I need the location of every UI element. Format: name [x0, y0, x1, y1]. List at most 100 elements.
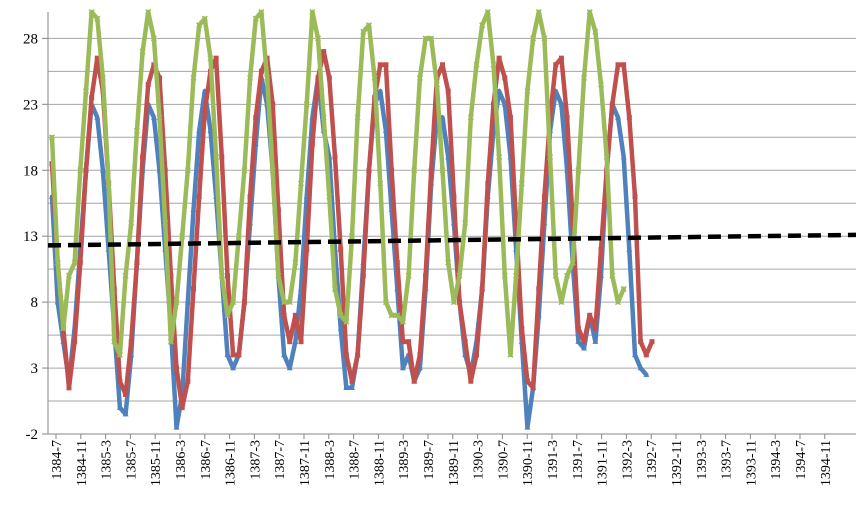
data-point	[117, 378, 123, 384]
data-point	[348, 233, 356, 240]
data-point	[304, 246, 310, 252]
y-tick-label: 28	[23, 31, 38, 47]
data-point	[343, 352, 349, 358]
x-tick-label: 1391-3	[546, 440, 561, 480]
data-point	[479, 286, 485, 292]
data-point	[224, 351, 231, 358]
data-point	[331, 285, 339, 292]
data-point	[530, 385, 536, 391]
data-point	[569, 259, 576, 266]
x-tick-label: 1389-7	[422, 440, 437, 480]
data-point	[247, 194, 253, 200]
data-point	[88, 8, 95, 16]
data-point	[399, 365, 406, 371]
data-point	[122, 411, 129, 417]
data-point	[496, 88, 503, 94]
data-point	[440, 62, 446, 68]
data-point	[337, 325, 344, 331]
x-tick-label: 1390-3	[472, 440, 487, 480]
data-point	[116, 351, 123, 358]
data-point	[343, 318, 350, 325]
data-point	[535, 8, 542, 16]
data-point	[230, 352, 236, 358]
data-point	[467, 114, 474, 121]
x-tick-label: 1394-3	[769, 440, 784, 480]
data-point	[224, 312, 231, 319]
data-point	[558, 299, 565, 306]
data-point	[230, 365, 237, 371]
data-point	[581, 74, 588, 81]
data-point	[411, 167, 418, 174]
data-point	[128, 339, 134, 345]
data-point	[213, 154, 220, 161]
data-point	[191, 286, 196, 292]
data-point	[422, 35, 429, 42]
data-point	[298, 180, 305, 187]
data-point	[592, 28, 599, 35]
data-point	[417, 352, 423, 358]
data-point	[558, 55, 564, 61]
data-point	[575, 326, 581, 331]
data-point	[524, 378, 530, 384]
data-point	[275, 207, 281, 213]
x-tick-label: 1390-11	[521, 440, 536, 486]
data-point	[524, 88, 531, 95]
x-tick-label: 1388-11	[372, 440, 387, 486]
data-point	[423, 273, 429, 279]
data-point	[632, 194, 638, 200]
data-point	[179, 233, 186, 240]
data-point	[71, 259, 78, 266]
data-point	[484, 8, 491, 16]
data-point	[162, 219, 169, 227]
data-point	[133, 127, 140, 134]
data-point	[524, 424, 531, 430]
data-point	[553, 62, 559, 68]
data-point	[173, 424, 180, 430]
data-point	[457, 299, 463, 305]
data-point	[518, 180, 525, 187]
data-point	[507, 351, 514, 358]
data-point	[570, 220, 576, 226]
data-point	[456, 272, 463, 279]
x-tick-label: 1393-3	[695, 440, 710, 480]
data-point	[587, 312, 593, 318]
y-axis-ticks: -2 3 8 13 18 23 28	[23, 12, 49, 443]
data-point	[190, 206, 197, 213]
data-point	[184, 167, 191, 174]
data-point	[626, 246, 633, 252]
x-axis-ticks: 1384-7 1384-11 1385-3 1385-7 1385-11 1386-3 13…	[48, 433, 856, 486]
x-tick-label: 1385-3	[100, 440, 115, 480]
data-point	[348, 384, 355, 391]
data-point	[366, 167, 372, 173]
data-point	[184, 299, 191, 305]
data-point	[513, 220, 519, 226]
data-point	[174, 365, 180, 371]
x-tick-label: 1394-7	[794, 440, 809, 480]
data-point	[406, 339, 412, 345]
data-point	[309, 8, 316, 16]
data-point	[105, 180, 112, 187]
data-point	[445, 88, 451, 94]
data-point	[320, 114, 327, 121]
data-point	[48, 134, 56, 141]
data-point	[450, 299, 457, 306]
data-point	[643, 352, 649, 358]
data-point	[411, 378, 417, 384]
data-point	[468, 378, 474, 384]
data-point	[474, 352, 479, 358]
data-point	[473, 61, 480, 68]
data-point	[462, 339, 468, 345]
data-point	[173, 299, 180, 306]
x-tick-label: 1392-7	[645, 440, 660, 480]
x-tick-label: 1388-3	[323, 440, 338, 480]
x-tick-label: 1393-7	[720, 440, 735, 480]
data-point	[83, 167, 89, 173]
x-tick-label: 1385-7	[124, 440, 139, 480]
y-tick-label: -2	[26, 427, 39, 443]
data-point	[326, 75, 332, 81]
x-tick-label: 1391-7	[571, 440, 586, 480]
data-point	[287, 339, 293, 345]
data-point	[218, 272, 225, 279]
data-point	[433, 81, 440, 88]
